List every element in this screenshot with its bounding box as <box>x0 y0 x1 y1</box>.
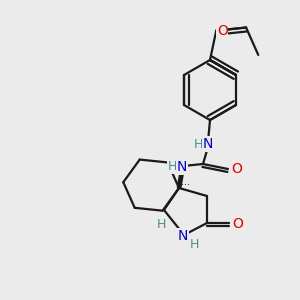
Text: ···: ··· <box>181 180 190 190</box>
Text: N: N <box>177 160 187 174</box>
Text: H: H <box>189 238 199 251</box>
Text: O: O <box>232 162 242 176</box>
Text: H: H <box>156 218 166 230</box>
Text: H: H <box>193 137 203 151</box>
Text: O: O <box>232 217 243 231</box>
Text: O: O <box>217 24 228 38</box>
Text: H: H <box>167 160 177 173</box>
Text: N: N <box>203 137 213 151</box>
Text: N: N <box>178 229 188 243</box>
